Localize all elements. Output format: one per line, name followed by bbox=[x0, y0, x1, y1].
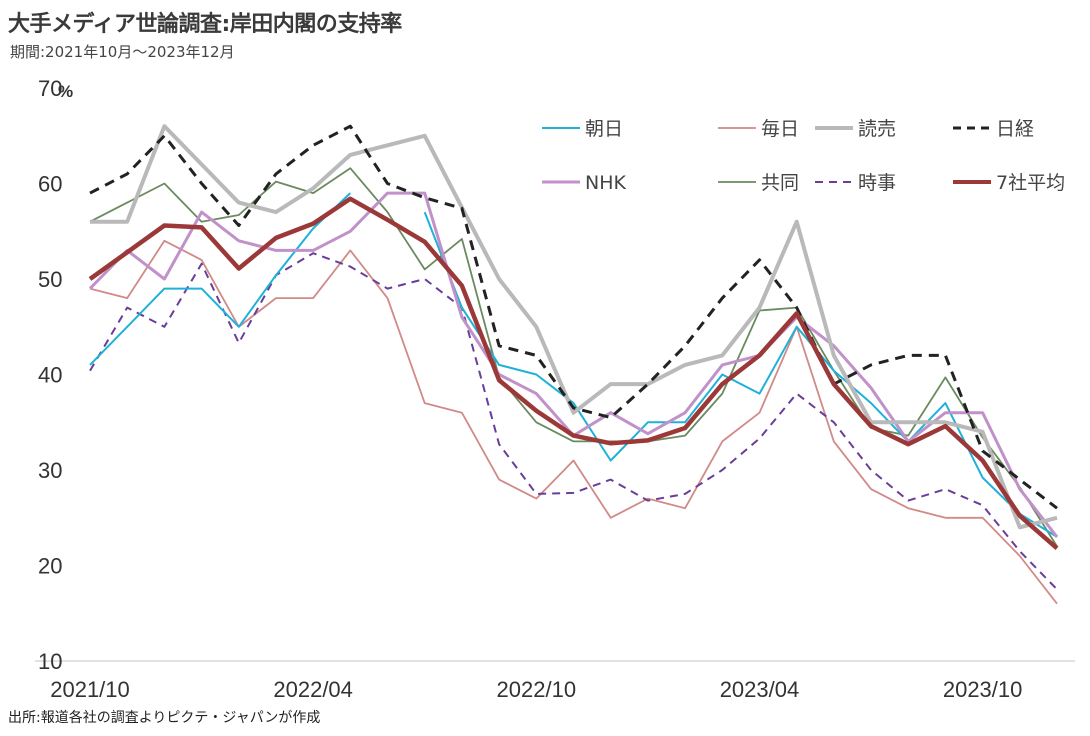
series-line-5 bbox=[89, 167, 1058, 547]
axes: 10 20 30 40 50 60 70% 2021/10 2022/04 2022/10 2023… bbox=[35, 76, 1075, 702]
legend-label: 日経 bbox=[996, 118, 1034, 140]
series-line-4 bbox=[88, 191, 1059, 538]
x-tick-label: 2023/10 bbox=[943, 677, 1023, 702]
y-tick-label: 50 bbox=[38, 267, 62, 292]
series-line-6 bbox=[89, 252, 1058, 591]
series-lines bbox=[88, 124, 1059, 605]
series-line-2 bbox=[90, 124, 1058, 530]
series-line-7 bbox=[88, 196, 1059, 550]
x-tick-label: 2022/10 bbox=[497, 677, 577, 702]
legend-label: 時事 bbox=[858, 172, 896, 194]
y-tick-label: 20 bbox=[38, 554, 62, 579]
legend-label: 7社平均 bbox=[996, 172, 1065, 194]
chart-title: 大手メディア世論調査:岸田内閣の支持率 bbox=[8, 12, 402, 37]
series-line-0 bbox=[89, 192, 1058, 538]
y-axis-unit-label: % bbox=[58, 82, 73, 101]
legend: 朝日 毎日 読売 日経 NHK 共同 時事 7社平均 bbox=[542, 118, 1065, 194]
y-tick-label: 60 bbox=[38, 172, 62, 197]
legend-label: 毎日 bbox=[761, 118, 799, 140]
y-tick-label: 10 bbox=[38, 649, 62, 674]
legend-label: NHK bbox=[585, 172, 627, 194]
legend-label: 共同 bbox=[761, 172, 799, 194]
y-tick-label: 30 bbox=[38, 458, 62, 483]
legend-label: 朝日 bbox=[585, 118, 623, 140]
x-tick-label: 2023/04 bbox=[720, 677, 800, 702]
y-tick-label: 40 bbox=[38, 363, 62, 388]
y-tick-label: 70 bbox=[38, 76, 62, 101]
chart-subtitle: 期間:2021年10月～2023年12月 bbox=[10, 43, 235, 61]
chart-source-note: 出所:報道各社の調査よりピクテ・ジャパンが作成 bbox=[8, 710, 321, 726]
series-line-3 bbox=[89, 124, 1058, 510]
series-line-1 bbox=[89, 239, 1058, 605]
legend-label: 読売 bbox=[858, 118, 896, 140]
x-tick-label: 2021/10 bbox=[50, 677, 130, 702]
x-tick-label: 2022/04 bbox=[273, 677, 353, 702]
